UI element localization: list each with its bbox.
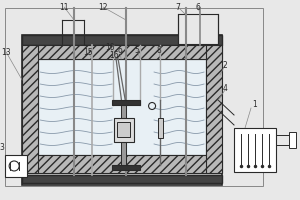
Bar	[117, 122, 130, 137]
Text: 4: 4	[223, 84, 227, 93]
Bar	[5, 8, 263, 186]
Bar	[114, 118, 134, 142]
Text: 9: 9	[118, 48, 122, 57]
Bar	[112, 165, 140, 170]
Text: 12: 12	[98, 3, 108, 12]
Bar	[112, 100, 140, 105]
Text: 11: 11	[59, 3, 69, 12]
Bar	[121, 105, 126, 165]
Text: 5: 5	[135, 46, 140, 55]
Bar	[22, 35, 222, 185]
Bar	[158, 118, 163, 138]
Text: 16: 16	[109, 51, 119, 60]
Bar	[22, 175, 222, 183]
Text: 13: 13	[1, 48, 11, 57]
Text: 7: 7	[176, 3, 181, 12]
Text: 3: 3	[0, 143, 4, 152]
Text: 10: 10	[105, 43, 115, 52]
Text: 2: 2	[223, 61, 227, 70]
Bar	[178, 14, 218, 44]
Bar	[206, 45, 222, 173]
Bar	[22, 155, 222, 173]
Bar	[234, 128, 276, 172]
Text: 1: 1	[253, 100, 257, 109]
Bar	[5, 155, 27, 177]
Bar	[22, 45, 38, 173]
Text: 8: 8	[157, 46, 161, 55]
Bar	[22, 35, 222, 45]
Text: 6: 6	[196, 3, 200, 12]
Bar	[38, 59, 206, 155]
Text: 15: 15	[83, 48, 93, 57]
Bar	[289, 132, 296, 148]
Bar	[22, 45, 222, 59]
